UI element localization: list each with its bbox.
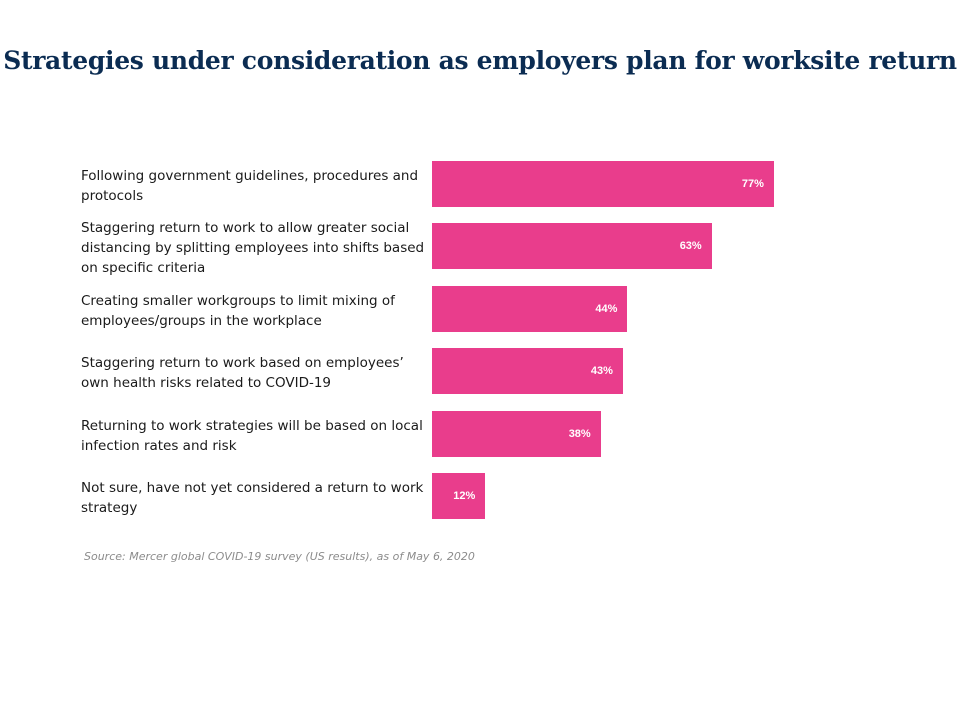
bar: 12%: [432, 473, 486, 519]
chart-source: Source: Mercer global COVID-19 survey (U…: [84, 550, 475, 563]
category-label: Returning to work strategies will be bas…: [81, 417, 423, 454]
bar-value-label: 77%: [741, 178, 764, 190]
bar: 38%: [432, 410, 601, 457]
bar: 44%: [432, 285, 628, 332]
bar: 63%: [432, 223, 712, 270]
category-label: Creating smaller workgroups to limit mix…: [81, 292, 395, 329]
category-label: Staggering return to work to allow great…: [81, 220, 425, 277]
category-label: Following government guidelines, procedu…: [81, 168, 419, 204]
bar-value-label: 12%: [453, 490, 476, 502]
bar-value-label: 63%: [679, 240, 702, 253]
bar-value-label: 43%: [590, 365, 613, 378]
category-label: Staggering return to work based on emplo…: [81, 355, 404, 392]
bar-value-label: 44%: [595, 302, 618, 315]
chart-title: Strategies under consideration as employ…: [3, 46, 957, 75]
category-label: Not sure, have not yet considered a retu…: [81, 480, 424, 516]
bar: 77%: [432, 161, 774, 207]
bar-value-label: 38%: [568, 427, 591, 440]
bar: 43%: [432, 348, 623, 395]
